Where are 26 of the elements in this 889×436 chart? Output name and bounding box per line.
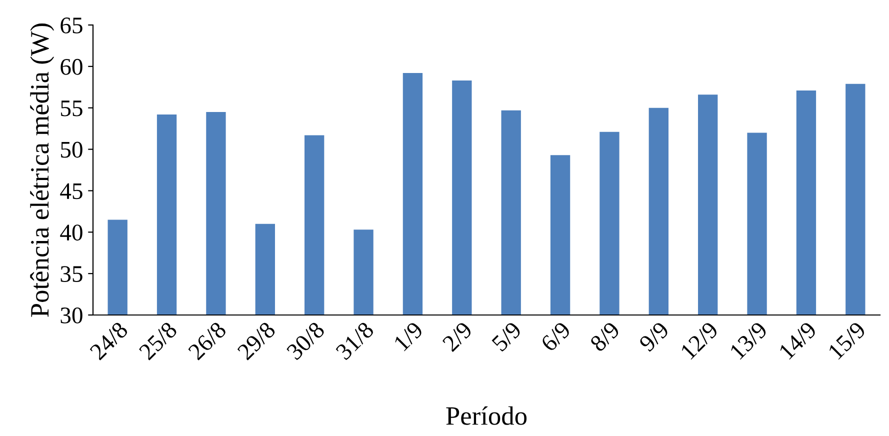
x-tick-label: 5/9 [491,321,522,352]
x-tick-label: 1/9 [393,321,424,352]
x-axis-title: Período [446,406,527,425]
y-axis-title: Potência elétrica média (W) [30,24,54,317]
x-tick-label: 24/8 [89,320,129,361]
x-tick-label: 15/9 [828,321,866,360]
x-tick-label: 25/8 [138,320,178,361]
y-tick-label: 35 [60,266,82,282]
x-tick-label: 13/9 [729,321,768,360]
x-tick-label: 31/8 [335,320,375,360]
y-tick-label: 65 [60,18,82,34]
y-tick-label: 55 [61,100,82,116]
x-tick-label: 30/8 [286,320,326,360]
y-tick-label: 60 [60,58,82,75]
x-tick-label: 26/8 [188,320,228,361]
x-tick-label: 2/9 [442,321,473,352]
x-tick-label: 6/9 [540,321,572,352]
x-tick-label: 12/9 [680,321,719,360]
x-tick-label: 8/9 [589,321,621,352]
y-tick-label: 50 [61,142,82,158]
x-tick-label: 14/9 [778,321,818,360]
x-tick-label: 29/8 [236,320,276,361]
y-tick-label: 30 [60,307,82,324]
y-tick-label: 45 [60,183,82,200]
y-tick-label: 40 [60,224,82,241]
x-tick-label: 9/9 [638,321,670,352]
